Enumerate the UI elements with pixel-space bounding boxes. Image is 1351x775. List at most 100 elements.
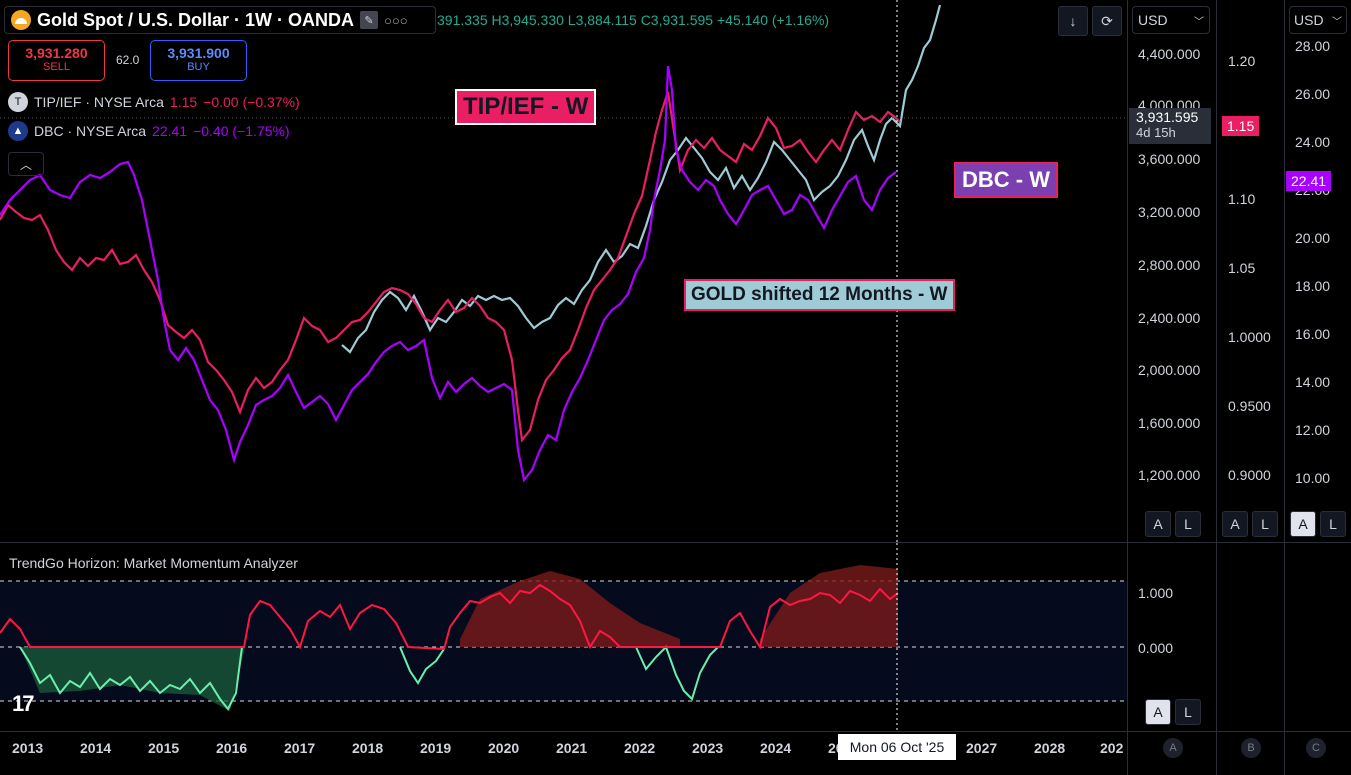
dbc-tick: 24.00 [1295,134,1331,150]
time-tick: 2019 [420,740,452,756]
dbc-auto-scale-button[interactable]: A [1290,511,1316,537]
ratio-tick: 1.10 [1228,191,1256,207]
tip-ief-annotation[interactable]: TIP/IEF - W [455,89,597,125]
auto-scale-button[interactable]: A [1145,511,1171,537]
dbc-series-line [0,65,897,483]
tradingview-logo: 17 [12,691,35,716]
chevron-up-icon: ︿ [19,157,32,172]
time-tick: 2017 [284,740,316,756]
pane-c-button[interactable]: C [1306,738,1326,758]
time-tick: 2013 [12,740,44,756]
time-tick: 2021 [556,740,588,756]
tip-ief-series-line [0,91,901,443]
dbc-currency-select[interactable]: USD ﹀ [1289,6,1347,34]
ratio-tick: 1.20 [1228,53,1256,69]
legend-collapse-button[interactable]: ︿ [8,152,44,176]
chevron-down-icon: ﹀ [1332,16,1342,28]
indicator-red-area [460,571,680,647]
chevron-down-icon: ﹀ [1194,16,1204,28]
dbc-current-badge: 22.41 [1286,171,1332,191]
time-tick: 2014 [80,740,112,756]
buy-label: BUY [187,61,210,73]
ellipsis-icon[interactable]: ○○○ [384,12,408,28]
log-scale-button[interactable]: L [1175,511,1201,537]
ratio-tick: 0.9500 [1228,398,1271,414]
legend-tip-ief[interactable]: T TIP/IEF · NYSE Arca 1.15 −0.00 (−0.37%… [8,92,300,112]
currency-select[interactable]: USD ﹀ [1132,6,1210,34]
current-price-badge: 3,931.595 4d 15h [1129,108,1211,144]
currency-label: USD [1138,12,1168,28]
dbc-tick: 14.00 [1295,374,1331,390]
buy-button[interactable]: 3,931.900 BUY [150,40,247,81]
tip-current-badge: 1.15 [1222,116,1260,136]
main-chart[interactable] [0,0,1127,542]
ratio-auto-scale-button[interactable]: A [1222,511,1248,537]
tip-symbol-icon: T [8,92,28,112]
time-tick: 2027 [966,740,998,756]
indicator-log-scale-button[interactable]: L [1175,699,1201,725]
buy-price: 3,931.900 [167,45,230,61]
indicator-chart [0,543,1127,731]
tip-symbol-value: 1.15 [169,94,198,110]
dbc-tick: 18.00 [1295,278,1331,294]
dbc-tick: 12.00 [1295,422,1331,438]
bar-countdown: 4d 15h [1136,125,1176,140]
indicator-green-line-3 [635,645,719,701]
reset-chart-button[interactable]: ⟳ [1092,6,1122,36]
indicator-title[interactable]: TrendGo Horizon: Market Momentum Analyze… [9,555,298,571]
dbc-log-scale-button[interactable]: L [1320,511,1346,537]
dbc-currency-label: USD [1294,12,1324,28]
tip-symbol-change: −0.00 (−0.37%) [203,94,300,110]
symbol-title: Gold Spot / U.S. Dollar · 1W · OANDA [37,9,354,30]
indicator-red-line [0,583,899,651]
time-tick: 2020 [488,740,520,756]
price-tick: 4,400.000 [1138,46,1201,62]
price-tick: 2,400.000 [1138,310,1201,326]
dbc-tick: 16.00 [1295,326,1331,342]
spread-value: 62.0 [116,53,140,67]
dbc-symbol-value: 22.41 [152,123,188,139]
pane-b-button[interactable]: B [1241,738,1261,758]
ratio-tick: 1.05 [1228,260,1256,276]
dbc-tick: 28.00 [1295,38,1331,54]
flag-icon[interactable]: ✎ [360,11,378,29]
ohlc-values: 391.335 H3,945.330 L3,884.115 C3,931.595… [437,12,830,28]
sell-button[interactable]: 3,931.280 SELL [8,40,105,81]
dbc-tick: 10.00 [1295,470,1331,486]
time-tick: 202 [1100,740,1124,756]
legend-dbc[interactable]: ▲ DBC · NYSE Arca 22.41 −0.40 (−1.75%) [8,121,290,141]
scroll-down-button[interactable]: ↓ [1058,6,1088,36]
time-tick: 2015 [148,740,180,756]
refresh-icon: ⟳ [1101,12,1113,29]
dbc-symbol-icon: ▲ [8,121,28,141]
indicator-red-area-2 [760,565,898,647]
oanda-logo-icon [11,10,31,30]
indicator-pane[interactable]: TrendGo Horizon: Market Momentum Analyze… [0,543,1127,731]
indicator-green-line [19,646,243,711]
gold-annotation[interactable]: GOLD shifted 12 Months - W [684,279,955,311]
arrow-down-icon: ↓ [1069,13,1077,29]
dbc-tick: 26.00 [1295,86,1331,102]
price-tick: 3,600.000 [1138,151,1201,167]
time-tick: 2016 [216,740,248,756]
indicator-tick: 1.000 [1138,585,1174,601]
tip-symbol-name: TIP/IEF · NYSE Arca [34,94,164,110]
price-tick: 2,800.000 [1138,257,1201,273]
time-tick: 2022 [624,740,656,756]
price-tick: 1,200.000 [1138,467,1201,483]
ratio-tick: 0.9000 [1228,467,1271,483]
indicator-tick: 0.000 [1138,640,1174,656]
sell-label: SELL [43,61,70,73]
price-tick: 3,200.000 [1138,204,1201,220]
dbc-tick: 20.00 [1295,230,1331,246]
time-tick: 2024 [760,740,792,756]
indicator-auto-scale-button[interactable]: A [1145,699,1171,725]
pane-a-button[interactable]: A [1163,738,1183,758]
time-tick: 2023 [692,740,724,756]
price-tick: 1,600.000 [1138,415,1201,431]
ratio-tick: 1.0000 [1228,329,1271,345]
dbc-annotation[interactable]: DBC - W [954,162,1058,198]
ratio-log-scale-button[interactable]: L [1252,511,1278,537]
symbol-header[interactable]: Gold Spot / U.S. Dollar · 1W · OANDA ✎ ○… [4,6,436,34]
sell-price: 3,931.280 [25,45,88,61]
